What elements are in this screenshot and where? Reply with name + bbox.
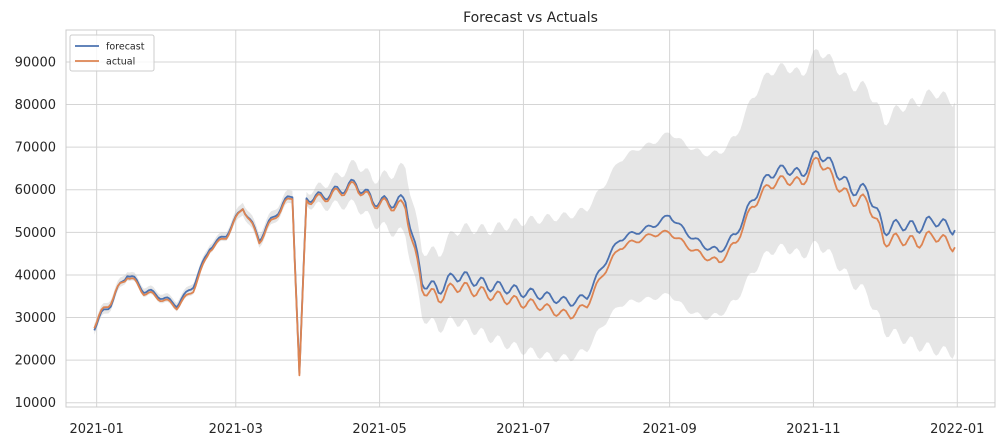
x-axis-ticks: 2021-01 2021-03 2021-05 2021-07 2021-09 2021-…	[69, 422, 984, 437]
x-tick-label: 2021-03	[209, 422, 263, 437]
forecast-confidence-band	[94, 49, 955, 378]
y-tick-label: 50000	[15, 226, 56, 241]
x-tick-label: 2021-07	[496, 422, 550, 437]
legend-label-actual: actual	[106, 57, 135, 68]
x-tick-label: 2022-01	[930, 422, 984, 437]
y-tick-label: 80000	[15, 98, 56, 113]
x-tick-label: 2021-01	[69, 422, 123, 437]
series-layer	[93, 150, 956, 377]
y-tick-label: 10000	[15, 396, 56, 411]
y-tick-label: 30000	[15, 311, 56, 326]
series-line-actual	[93, 156, 956, 377]
legend-box	[69, 34, 155, 72]
y-tick-label: 70000	[15, 141, 56, 156]
legend-label-forecast: forecast	[106, 42, 145, 53]
x-tick-label: 2021-09	[642, 422, 696, 437]
y-axis-ticks: 10000 20000 30000 40000 50000 60000 70000 80000…	[15, 55, 56, 411]
y-tick-label: 40000	[15, 268, 56, 283]
y-tick-label: 20000	[15, 354, 56, 369]
chart-title: Forecast vs Actuals	[463, 10, 598, 26]
x-tick-label: 2021-05	[352, 422, 406, 437]
legend: forecast actual	[69, 34, 155, 72]
forecast-band-layer	[94, 49, 955, 378]
x-tick-label: 2021-11	[786, 422, 840, 437]
grid	[66, 30, 995, 407]
plot-frame	[65, 29, 996, 408]
y-tick-label: 60000	[15, 183, 56, 198]
y-tick-label: 90000	[15, 55, 56, 70]
